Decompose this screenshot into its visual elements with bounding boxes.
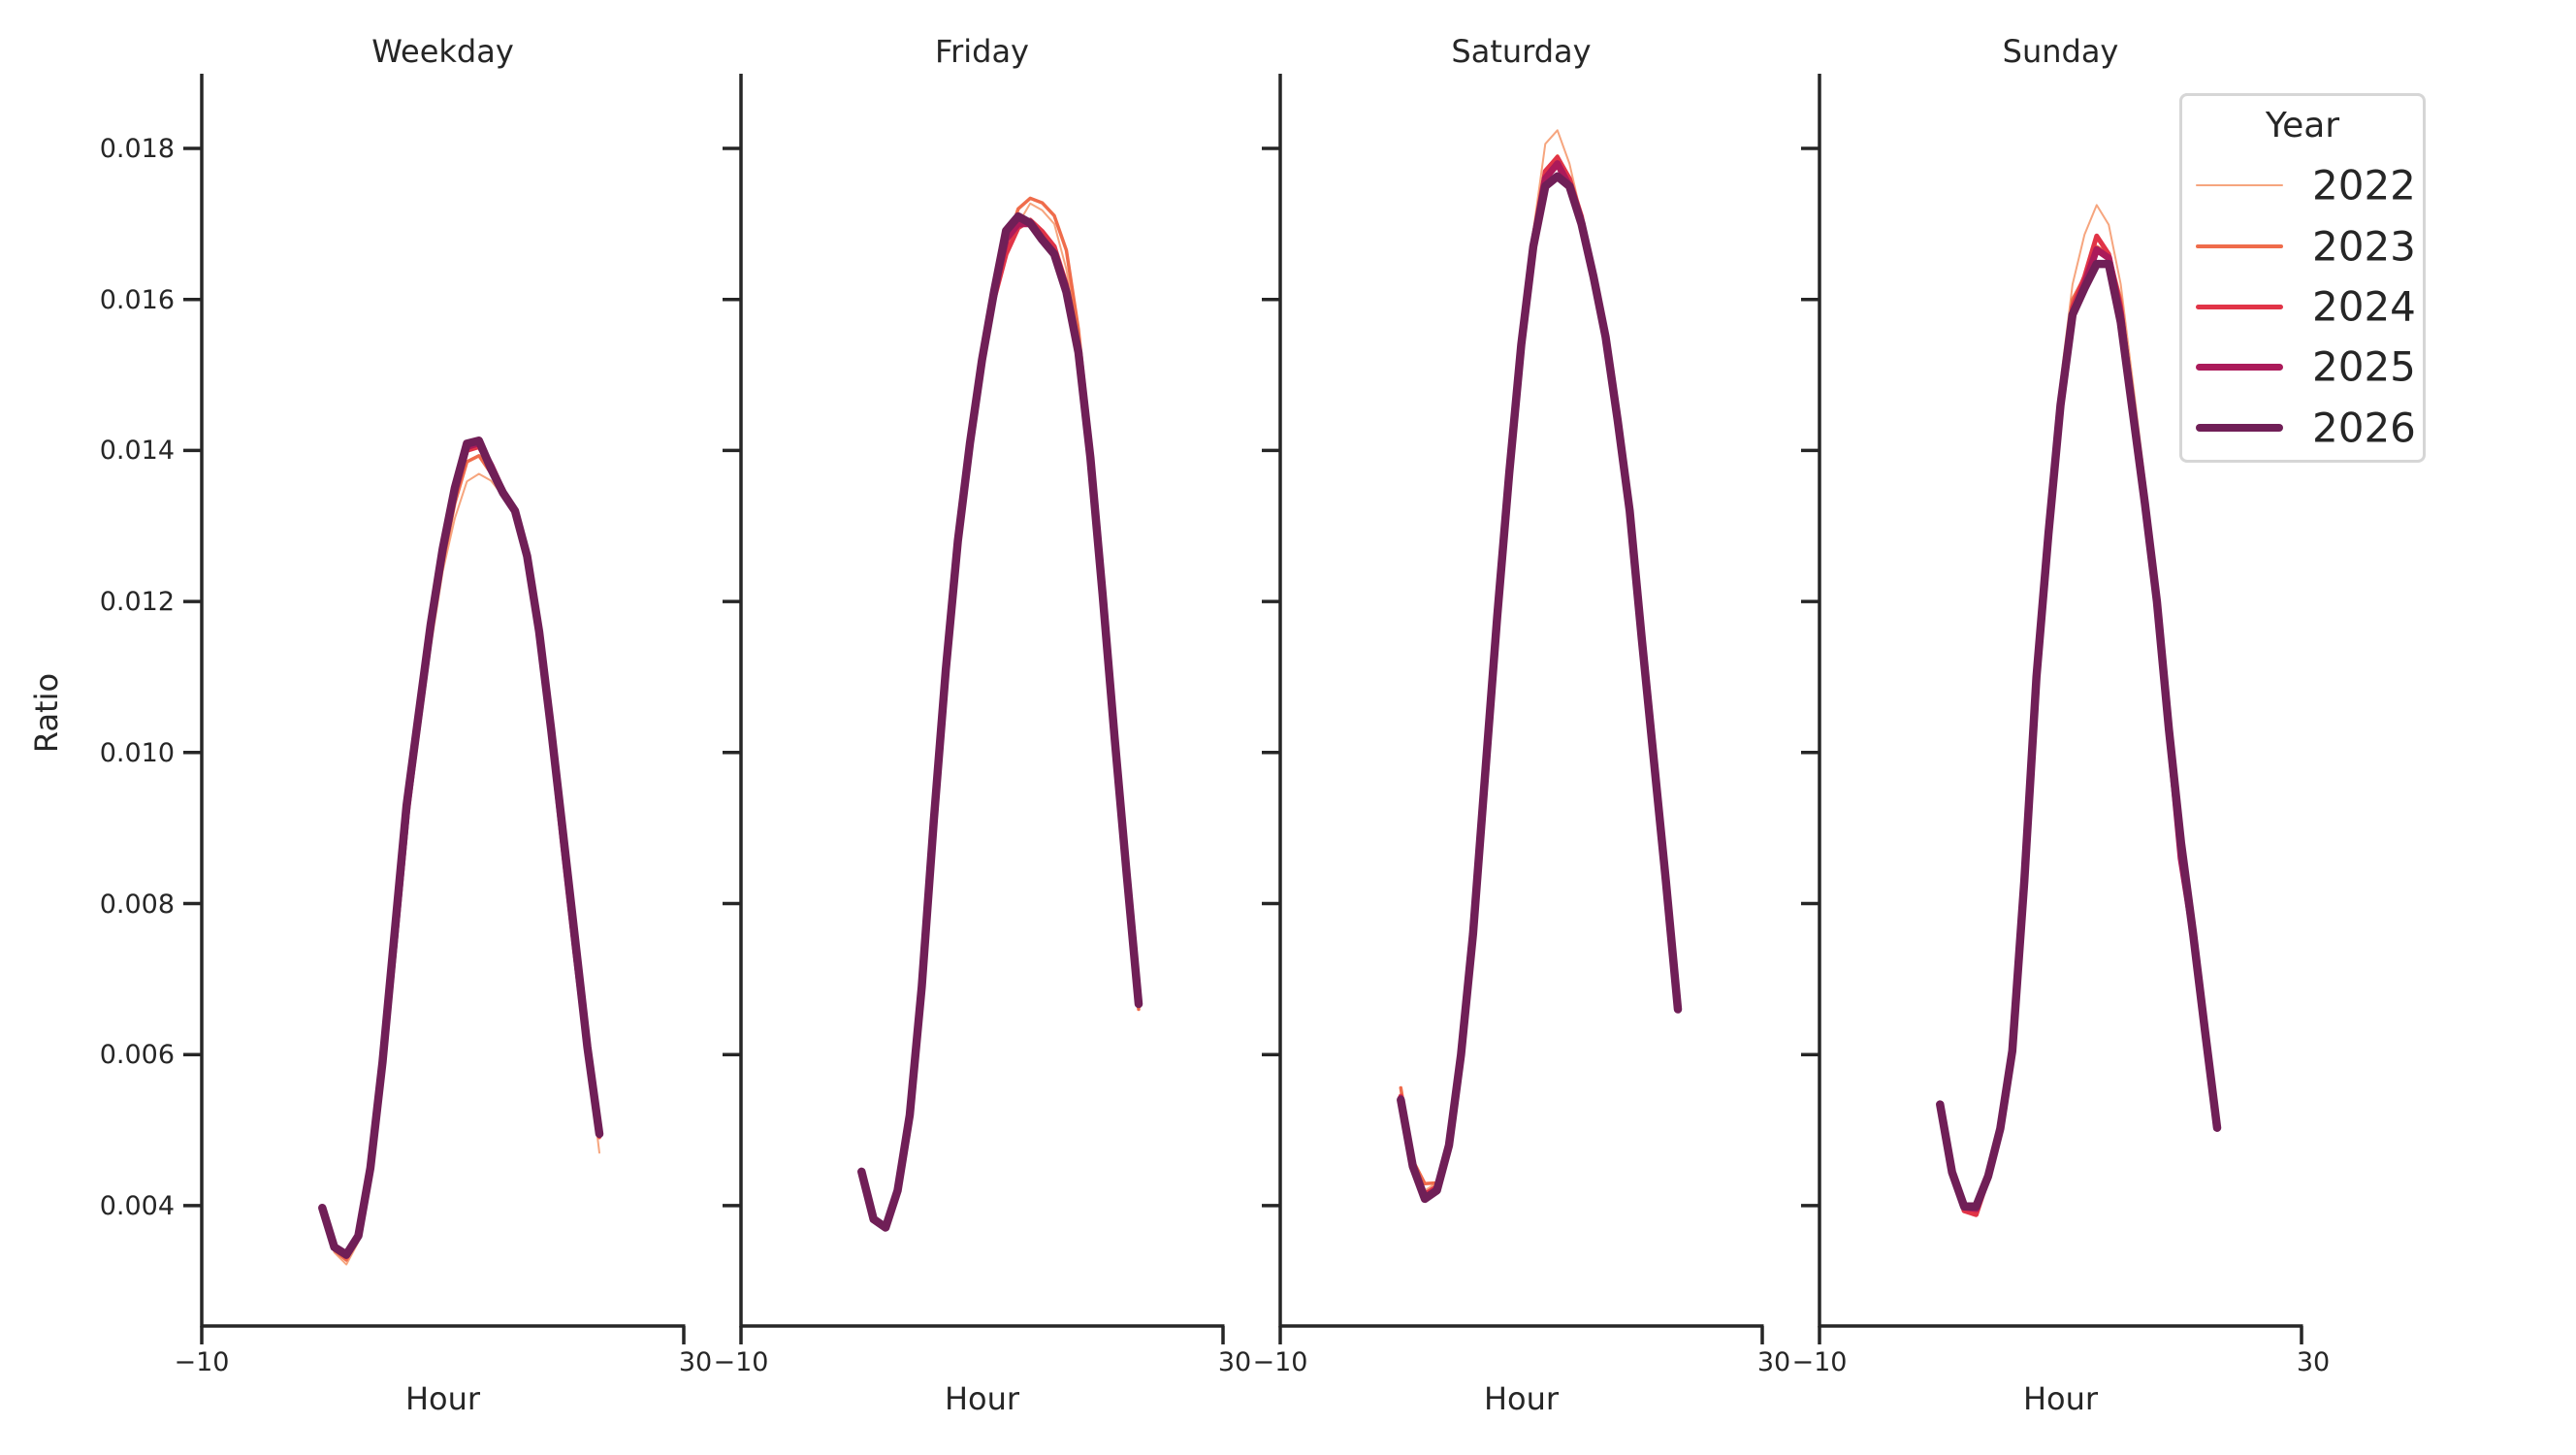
legend-label: 2024 — [2312, 282, 2416, 331]
ytick-label: 0.006 — [99, 1040, 175, 1070]
series-line-2023 — [1399, 154, 1680, 1186]
xtick-label: 30 — [1217, 1347, 1252, 1377]
series-line-2024 — [1937, 233, 2220, 1217]
xtick-label: −10 — [1791, 1347, 1848, 1377]
series-line-2023 — [859, 196, 1141, 1231]
xtick-label: 30 — [678, 1347, 713, 1377]
x-axis-label-saturday: Hour — [1483, 1380, 1560, 1417]
series-line-2022 — [1939, 204, 2218, 1213]
legend-item-2024: 2024 — [2182, 282, 2423, 331]
legend-title: Year — [2265, 106, 2340, 146]
ytick-label: 0.014 — [99, 436, 175, 466]
series-line-2025 — [318, 439, 603, 1259]
series-line-2023 — [320, 454, 601, 1262]
series-line-2024 — [319, 444, 602, 1260]
xtick-label: 30 — [2296, 1347, 2331, 1377]
ytick-label: 0.008 — [99, 889, 175, 920]
series-line-2025 — [1397, 160, 1682, 1202]
legend-label: 2022 — [2312, 161, 2416, 210]
legend-line-icon — [2196, 244, 2283, 248]
series-line-2026 — [1397, 172, 1683, 1204]
series-line-2022 — [1400, 129, 1679, 1192]
x-axis-label-sunday: Hour — [2022, 1380, 2099, 1417]
series-line-2022 — [860, 202, 1140, 1230]
xtick-label: −10 — [713, 1347, 769, 1377]
series-line-2026 — [857, 211, 1143, 1232]
series-line-2026 — [1936, 259, 2222, 1211]
ytick-label: 0.010 — [99, 738, 175, 768]
series-line-2022 — [321, 472, 600, 1266]
xtick-label: −10 — [1252, 1347, 1308, 1377]
panel-title-sunday: Sunday — [2002, 33, 2119, 70]
ytick-label: 0.004 — [99, 1191, 175, 1221]
legend-line-icon — [2196, 363, 2283, 371]
legend: Year 2022 2023 2024 2025 2026 — [2179, 93, 2426, 463]
legend-label: 2023 — [2312, 222, 2416, 271]
legend-item-2026: 2026 — [2182, 404, 2423, 452]
legend-label: 2025 — [2312, 342, 2416, 391]
legend-item-2025: 2025 — [2182, 342, 2423, 391]
ytick-label: 0.016 — [99, 285, 175, 315]
series-line-2024 — [858, 217, 1142, 1231]
xtick-label: 30 — [1756, 1347, 1791, 1377]
x-axis-label-friday: Hour — [944, 1380, 1020, 1417]
legend-line-icon — [2196, 304, 2283, 309]
ytick-label: 0.018 — [99, 134, 175, 164]
series-line-2025 — [857, 220, 1143, 1231]
legend-label: 2026 — [2312, 404, 2416, 452]
legend-item-2022: 2022 — [2182, 161, 2423, 210]
series-line-2023 — [1938, 244, 2219, 1215]
legend-line-icon — [2196, 184, 2283, 186]
series-line-2024 — [1398, 154, 1681, 1197]
xtick-label: −10 — [174, 1347, 230, 1377]
series-line-2026 — [318, 436, 604, 1259]
series-line-2025 — [1936, 245, 2221, 1212]
panel-title-friday: Friday — [935, 33, 1029, 70]
x-axis-label-weekday: Hour — [404, 1380, 481, 1417]
legend-line-icon — [2196, 423, 2283, 433]
panel-title-saturday: Saturday — [1451, 33, 1592, 70]
panel-title-weekday: Weekday — [371, 33, 514, 70]
legend-item-2023: 2023 — [2182, 222, 2423, 271]
ytick-label: 0.012 — [99, 587, 175, 617]
